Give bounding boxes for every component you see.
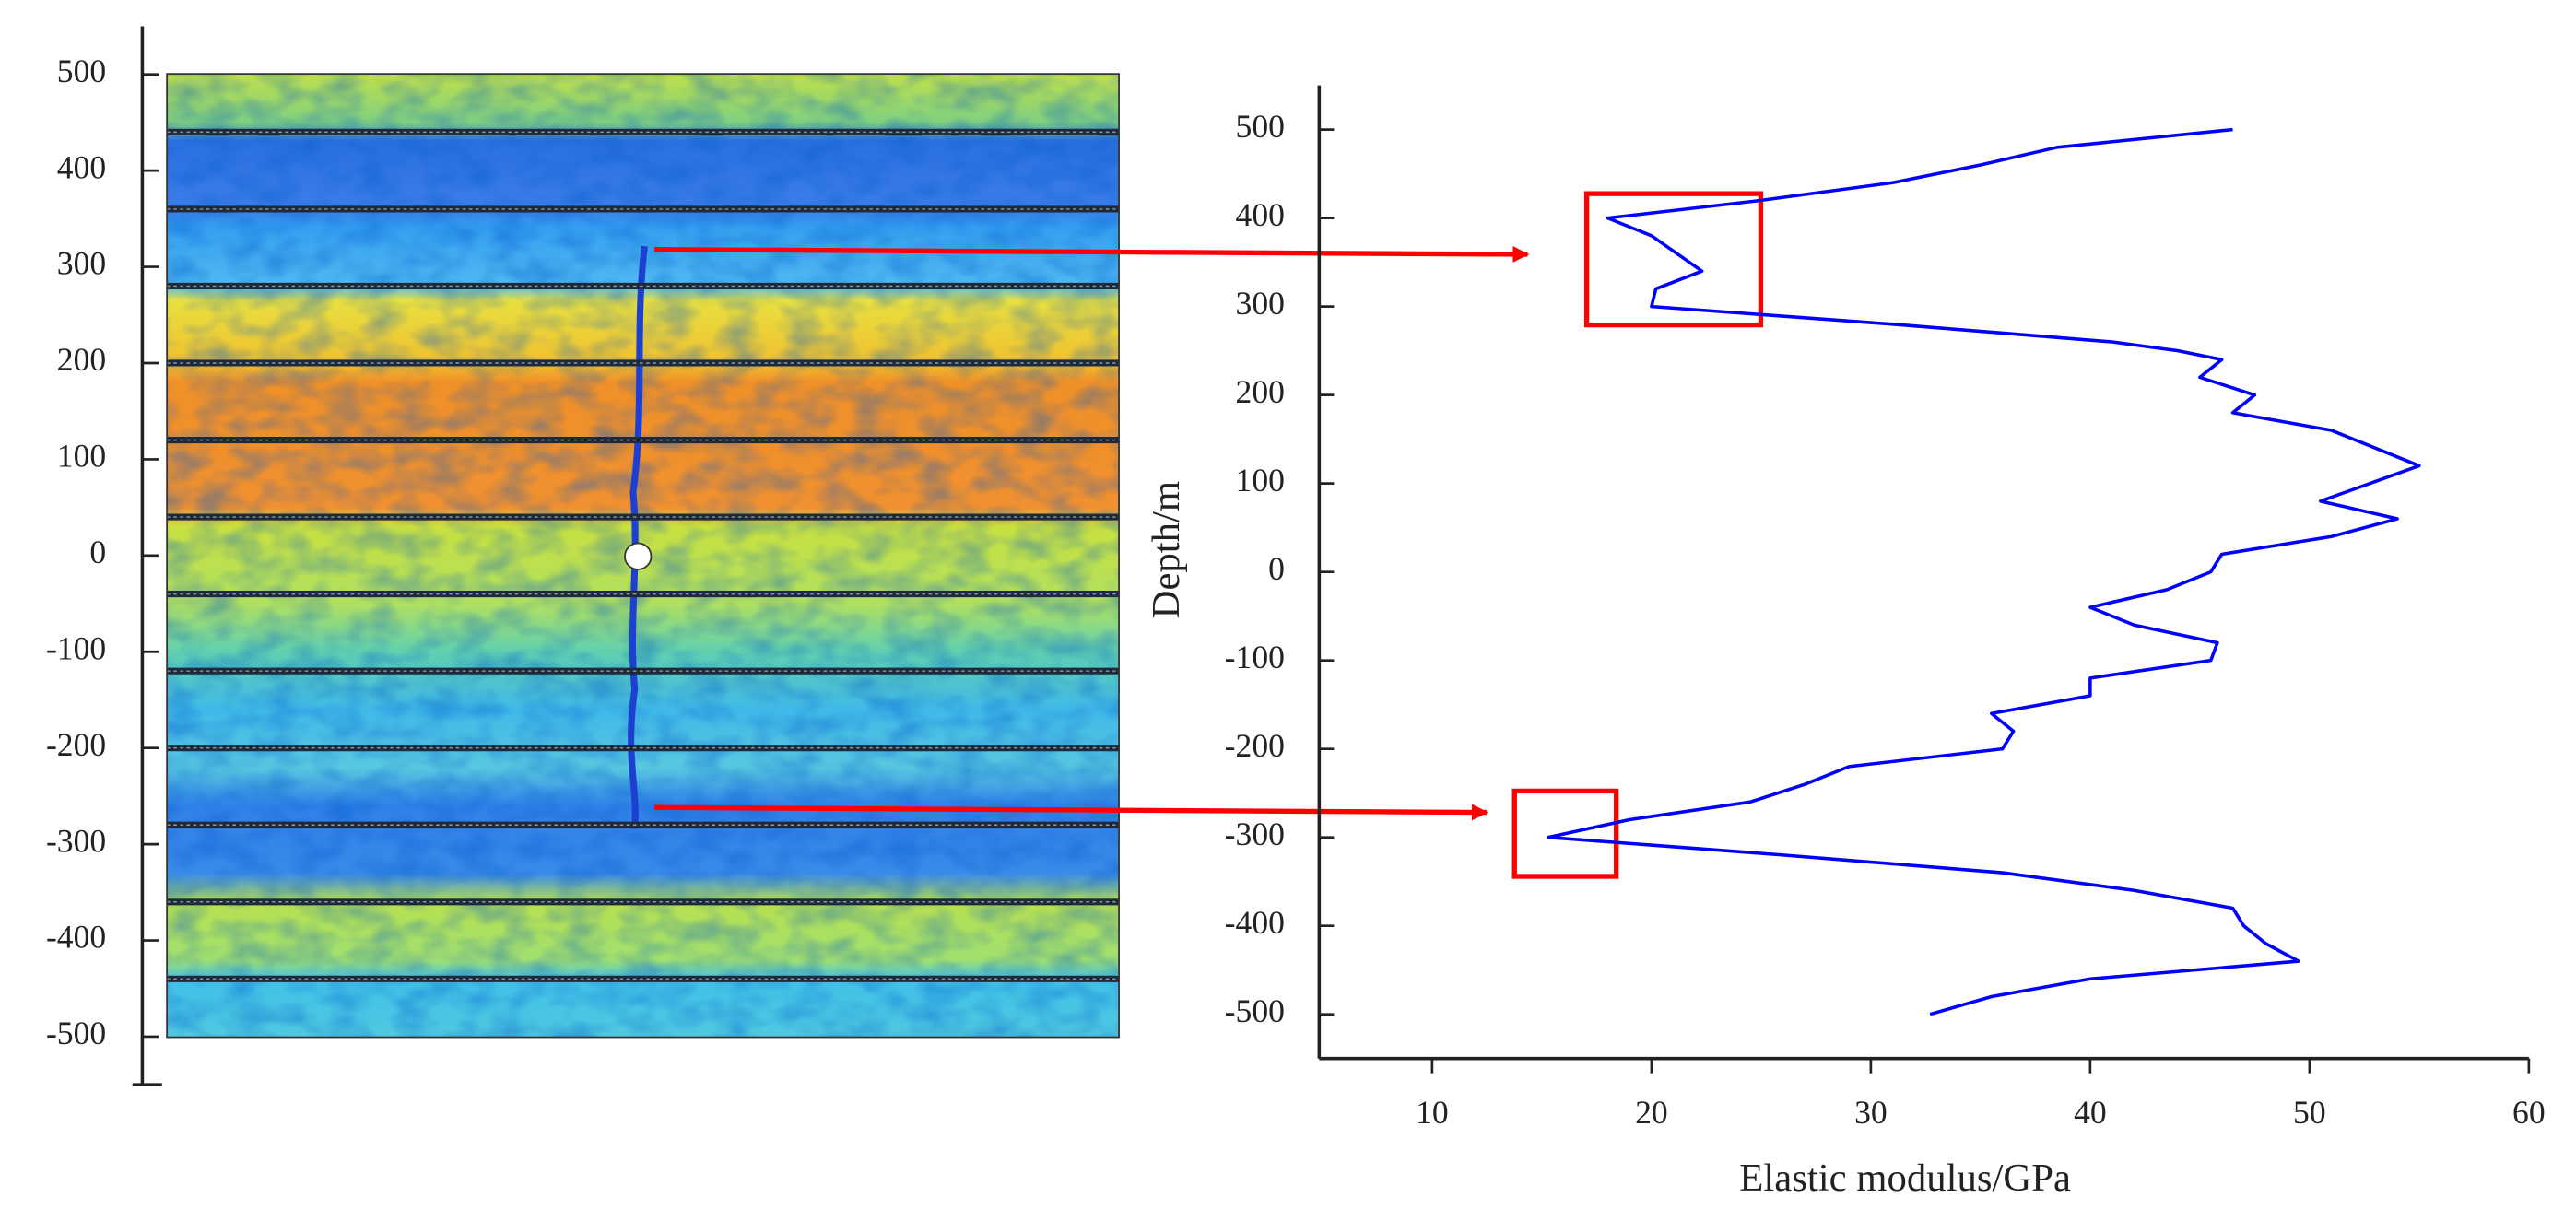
y-axis-label: Depth/m [1145, 481, 1188, 619]
y-tick-label: -300 [46, 822, 106, 859]
arrow [654, 804, 1488, 821]
highlight-box [1511, 788, 1619, 879]
y-tick-label: 200 [1236, 373, 1285, 410]
y-tick-label: -200 [1225, 727, 1285, 764]
y-tick-label: 200 [57, 341, 106, 378]
y-tick-label: 400 [1236, 196, 1285, 233]
profile-line [1547, 127, 2421, 1016]
y-tick-label: -100 [46, 629, 106, 666]
y-tick-label: -500 [46, 1015, 106, 1051]
x-tick-label: 30 [1854, 1094, 1888, 1131]
y-tick-label: -300 [1225, 816, 1285, 852]
y-tick-label: -500 [1225, 992, 1285, 1029]
arrow [654, 246, 1530, 263]
x-tick-label: 20 [1635, 1094, 1668, 1131]
y-tick-label: 300 [1236, 285, 1285, 322]
x-tick-label: 10 [1416, 1094, 1449, 1131]
y-tick-label: -100 [1225, 639, 1285, 675]
y-tick-label: 400 [57, 148, 106, 185]
borehole [624, 542, 653, 570]
y-tick-label: 500 [57, 53, 106, 89]
y-tick-label: 0 [1268, 550, 1285, 587]
highlight-box [1583, 191, 1764, 328]
heatmap-frame [166, 73, 1120, 1039]
x-axis-label: Elastic modulus/GPa [1739, 1156, 2071, 1200]
x-tick-label: 60 [2512, 1094, 2546, 1131]
y-tick-label: 100 [57, 438, 106, 475]
y-tick-label: -200 [46, 726, 106, 763]
y-tick-label: 500 [1236, 108, 1285, 145]
x-tick-label: 50 [2293, 1094, 2326, 1131]
y-tick-label: 300 [57, 245, 106, 282]
y-tick-label: 100 [1236, 462, 1285, 499]
y-tick-label: 0 [89, 534, 106, 570]
y-tick-label: -400 [1225, 904, 1285, 941]
x-tick-label: 40 [2074, 1094, 2107, 1131]
y-tick-label: -400 [46, 919, 106, 956]
